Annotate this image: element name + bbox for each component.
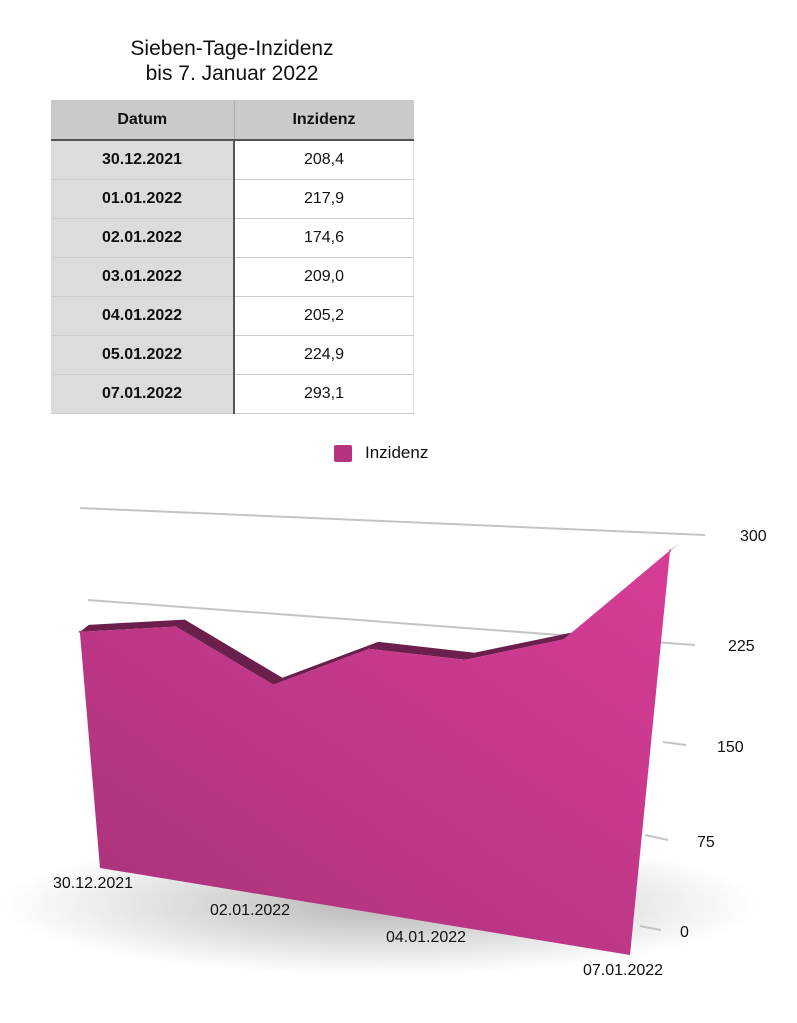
- gridline-150: [662, 741, 687, 746]
- table-row: 02.01.2022 174,6: [51, 218, 414, 258]
- data-table: Datum Inzidenz 30.12.2021 208,4 01.01.2022…: [51, 100, 414, 414]
- page-title: Sieben-Tage-Inzidenz bis 7. Januar 2022: [0, 36, 464, 86]
- y-tick-label: 0: [680, 924, 689, 941]
- gridline-75: [644, 834, 669, 841]
- y-tick-label: 300: [740, 528, 767, 545]
- table-row: 05.01.2022 224,9: [51, 335, 414, 375]
- y-tick-label: 150: [717, 739, 744, 756]
- cell-datum: 04.01.2022: [51, 296, 235, 336]
- cell-inzidenz: 205,2: [234, 296, 414, 336]
- area-depth-edge: [79, 543, 680, 685]
- legend: Inzidenz: [334, 443, 428, 463]
- cell-inzidenz: 217,9: [234, 179, 414, 219]
- area-series-inzidenz: [79, 550, 671, 955]
- cell-inzidenz: 208,4: [234, 140, 414, 180]
- gridline-300: [79, 507, 706, 536]
- y-tick-label: 225: [728, 638, 755, 655]
- cell-datum: 01.01.2022: [51, 179, 235, 219]
- cell-inzidenz: 174,6: [234, 218, 414, 258]
- cell-inzidenz: 209,0: [234, 257, 414, 297]
- cell-inzidenz: 293,1: [234, 374, 414, 414]
- title-line-1: Sieben-Tage-Inzidenz: [130, 37, 334, 60]
- header-datum: Datum: [51, 100, 235, 141]
- x-tick-label: 02.01.2022: [210, 902, 290, 919]
- x-tick-label: 30.12.2021: [53, 875, 133, 892]
- x-tick-label: 04.01.2022: [386, 929, 466, 946]
- cell-inzidenz: 224,9: [234, 335, 414, 375]
- chart-shadow: [0, 835, 760, 975]
- x-tick-label: 07.01.2022: [583, 962, 663, 979]
- legend-label: Inzidenz: [365, 443, 429, 462]
- data-point: [562, 638, 565, 641]
- gridline-225: [87, 599, 696, 646]
- cell-datum: 07.01.2022: [51, 374, 235, 414]
- data-point: [78, 630, 81, 633]
- table-row: 01.01.2022 217,9: [51, 179, 414, 219]
- cell-datum: 30.12.2021: [51, 140, 235, 180]
- data-point: [272, 683, 275, 686]
- legend-swatch: [334, 444, 352, 462]
- data-point: [368, 647, 371, 650]
- data-point: [669, 549, 672, 552]
- data-point: [174, 625, 177, 628]
- data-point: [464, 658, 467, 661]
- table-row: 07.01.2022 293,1: [51, 374, 414, 414]
- gridline-0: [639, 925, 662, 931]
- y-tick-label: 75: [697, 834, 715, 851]
- table-row: 03.01.2022 209,0: [51, 257, 414, 297]
- header-inzidenz: Inzidenz: [234, 100, 414, 141]
- cell-datum: 02.01.2022: [51, 218, 235, 258]
- cell-datum: 03.01.2022: [51, 257, 235, 297]
- table-row: 30.12.2021 208,4: [51, 140, 414, 180]
- title-line-2: bis 7. Januar 2022: [145, 62, 319, 85]
- cell-datum: 05.01.2022: [51, 335, 235, 375]
- table-row: 04.01.2022 205,2: [51, 296, 414, 336]
